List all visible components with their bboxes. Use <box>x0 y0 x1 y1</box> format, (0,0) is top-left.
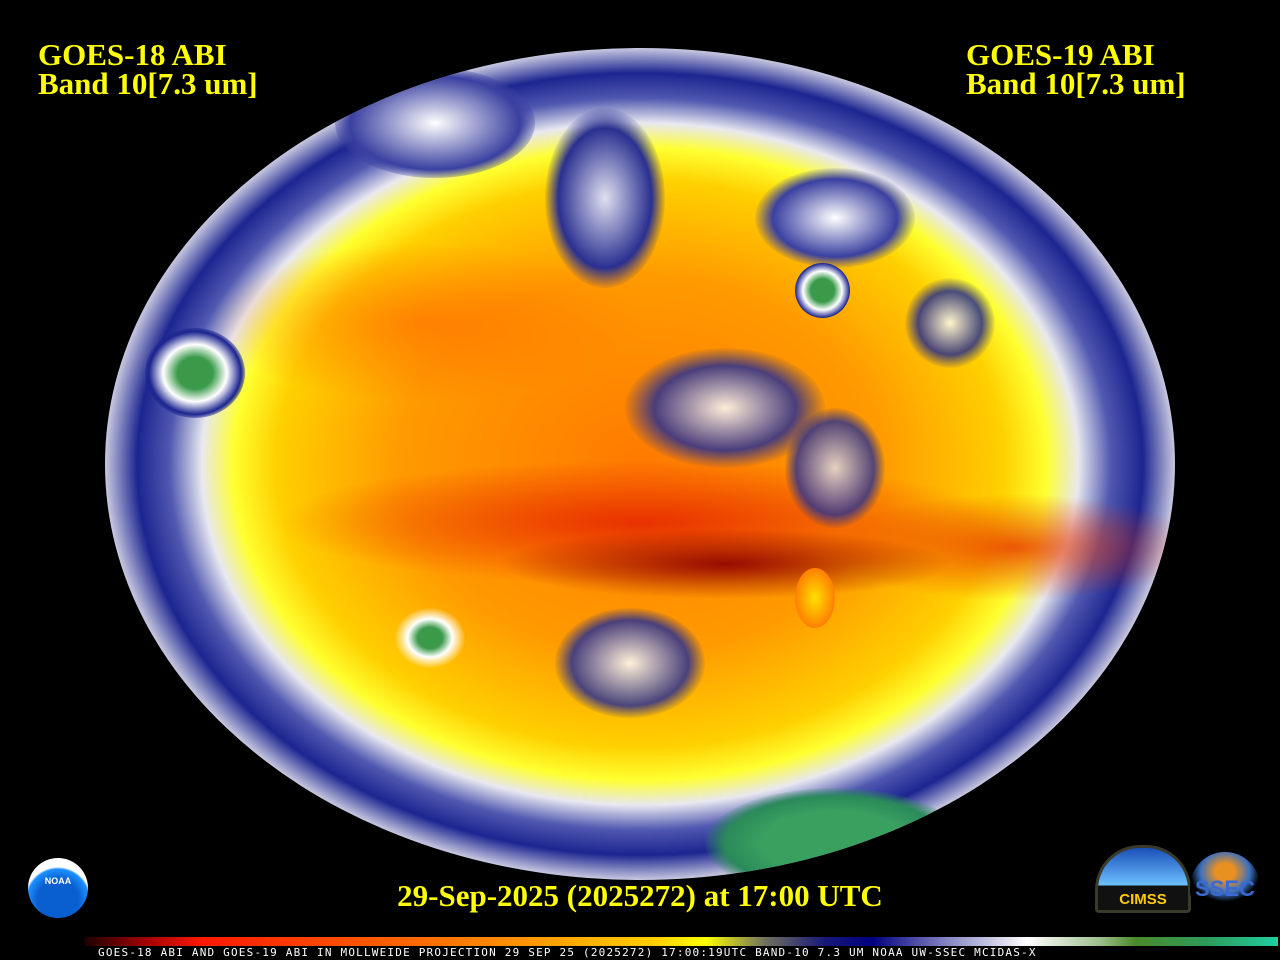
right-satellite-name: GOES-19 ABI <box>966 37 1155 72</box>
satellite-globe-image <box>105 48 1175 880</box>
left-band-name: Band 10[7.3 um] <box>38 66 258 101</box>
ssec-logo: SSEC <box>1190 852 1260 902</box>
cimss-logo: CIMSS <box>1095 845 1191 913</box>
noaa-logo: NOAA <box>28 858 88 918</box>
left-satellite-name: GOES-18 ABI <box>38 37 227 72</box>
footer-caption: GOES-18 ABI AND GOES-19 ABI IN MOLLWEIDE… <box>98 946 1037 959</box>
color-scale-bar <box>85 937 1278 946</box>
ssec-logo-text: SSEC <box>1195 876 1255 901</box>
right-band-name: Band 10[7.3 um] <box>966 66 1186 101</box>
right-satellite-label: GOES-19 ABI Band 10[7.3 um] <box>966 37 1186 101</box>
cimss-logo-text: CIMSS <box>1119 891 1167 908</box>
noaa-logo-text: NOAA <box>44 876 72 886</box>
image-timestamp: 29-Sep-2025 (2025272) at 17:00 UTC <box>397 878 883 913</box>
left-satellite-label: GOES-18 ABI Band 10[7.3 um] <box>38 37 258 101</box>
